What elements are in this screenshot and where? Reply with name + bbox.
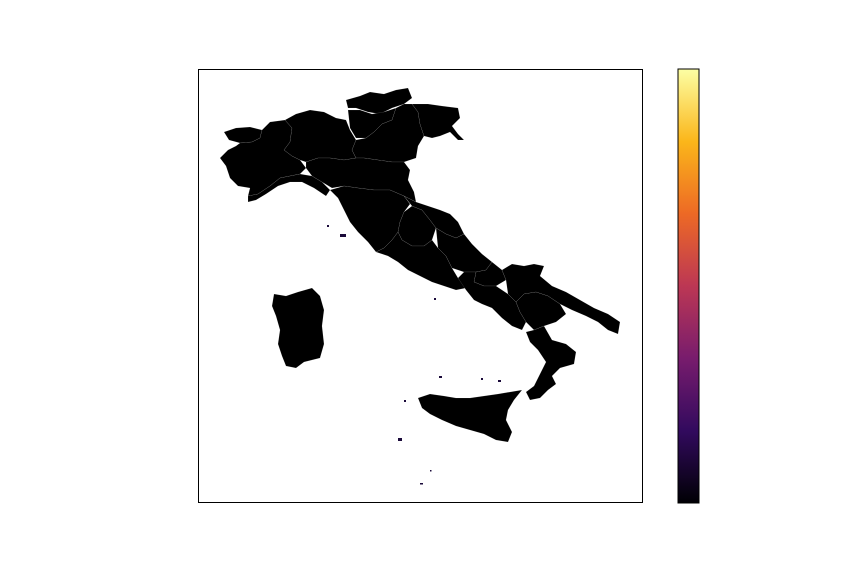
- region-liguria: [247, 173, 331, 203]
- region-calabria: [525, 325, 577, 401]
- minor-islands: [327, 225, 501, 485]
- colorbar: [677, 68, 700, 504]
- region-sardegna: [271, 287, 325, 369]
- region-emilia: [305, 157, 417, 203]
- region-friuli: [411, 103, 465, 141]
- region-basilicata: [515, 291, 567, 331]
- region-lombardia: [283, 109, 357, 163]
- region-bolzano: [345, 87, 413, 115]
- region-sicilia: [417, 389, 523, 443]
- region-campania: [457, 271, 527, 331]
